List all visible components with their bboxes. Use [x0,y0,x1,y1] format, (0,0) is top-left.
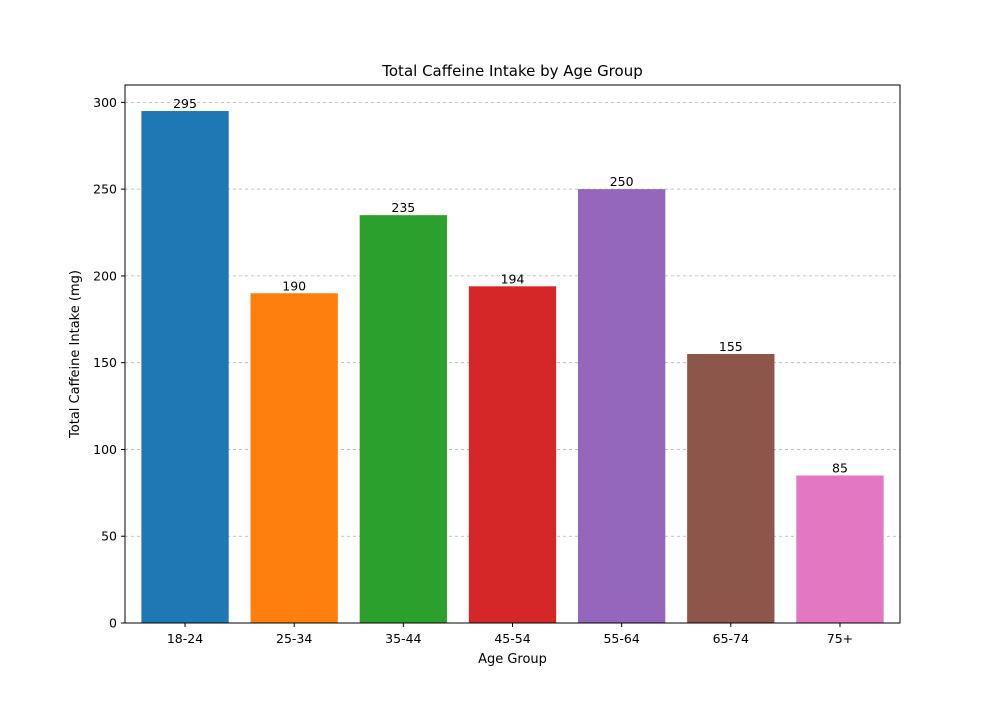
bar-value-label: 295 [173,96,197,111]
y-tick-label: 300 [93,95,117,110]
x-tick-label: 65-74 [713,631,749,646]
bar-35-44 [359,215,448,623]
bar-value-label: 250 [610,174,634,189]
x-tick-label: 18-24 [167,631,203,646]
chart-title: Total Caffeine Intake by Age Group [381,62,642,80]
bar-45-54 [468,286,557,623]
bar-value-label: 85 [832,460,848,475]
bar-75+ [796,475,884,623]
y-axis-ticks: 0 50 100 150 200 250 300 [93,95,125,631]
y-tick-label: 150 [93,355,117,370]
y-tick-label: 200 [93,268,117,283]
x-tick-label: 55-64 [603,631,639,646]
x-tick-label: 25-34 [276,631,312,646]
y-tick-label: 100 [93,442,117,457]
x-axis-label: Age Group [478,652,547,667]
x-tick-label: 45-54 [494,631,530,646]
x-axis-ticks: 18-24 25-34 35-44 45-54 55-64 65-74 75+ [167,623,853,646]
bar-55-64 [577,189,666,623]
x-tick-label: 35-44 [385,631,421,646]
y-axis-label: Total Caffeine Intake (mg) [68,270,83,439]
bar-value-label: 235 [391,200,415,215]
value-labels: 295 190 235 194 250 155 85 [173,96,848,475]
bar-value-label: 190 [282,278,306,293]
bar-25-34 [250,293,338,623]
bar-value-label: 155 [719,339,743,354]
bar-18-24 [141,111,229,623]
x-tick-label: 75+ [827,631,853,646]
y-tick-label: 0 [109,616,117,631]
bar-65-74 [687,354,775,623]
y-tick-label: 250 [93,182,117,197]
y-tick-label: 50 [101,529,117,544]
bars [141,111,884,623]
bar-value-label: 194 [501,271,525,286]
